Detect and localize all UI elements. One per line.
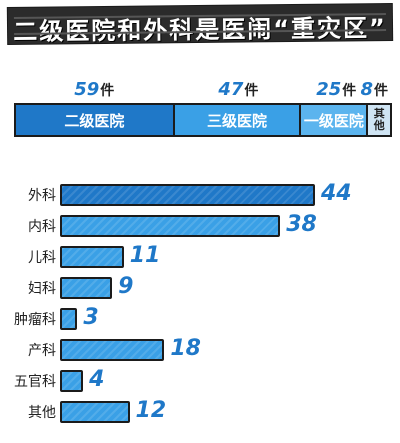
category-label: 儿科 — [28, 250, 56, 266]
stack-unit-label: 件 — [100, 83, 115, 99]
bar-value-label: 38 — [286, 212, 317, 237]
category-label: 妇科 — [28, 281, 56, 297]
stack-segment: 一级医院 — [301, 105, 369, 135]
bar-value-label: 44 — [321, 181, 352, 206]
stack-unit-label: 件 — [244, 83, 259, 99]
category-label: 产科 — [28, 343, 56, 359]
stack-segment-value: 8件 — [360, 79, 388, 100]
stack-segment: 其他 — [368, 105, 390, 135]
category-label: 内科 — [28, 219, 56, 235]
title-banner: 二级医院和外科是医闹“重灾区” — [7, 3, 393, 46]
stack-segment-number: 25 — [316, 79, 342, 100]
stack-segment-value: 25件 — [316, 79, 356, 100]
bar-value-label: 4 — [89, 367, 105, 392]
bar — [60, 339, 165, 361]
stack-segment-value: 59件 — [74, 79, 114, 100]
bar — [60, 370, 84, 392]
stack-segment-number: 59 — [74, 79, 100, 100]
bar-row: 儿科 11 — [0, 243, 400, 268]
stack-unit-label: 件 — [342, 83, 357, 99]
bar-row: 肿瘤科 3 — [0, 305, 400, 330]
bar-row: 内科 38 — [0, 212, 400, 237]
bar-row: 其他 12 — [0, 398, 400, 423]
stack-segment-label: 一级医院 — [303, 111, 364, 130]
bar-value-label: 12 — [135, 398, 167, 423]
bar — [60, 401, 130, 423]
stack-segment-number: 8 — [360, 79, 373, 100]
stack-segment-value: 47件 — [218, 79, 258, 100]
bar — [60, 277, 113, 299]
bar-row: 外科 44 — [0, 181, 400, 206]
chart-title: 二级医院和外科是医闹“重灾区” — [13, 14, 387, 46]
stack-unit-label: 件 — [374, 83, 388, 99]
category-label: 五官科 — [14, 374, 56, 390]
stack-segment-label: 二级医院 — [64, 111, 125, 130]
bar-row: 妇科 9 — [0, 274, 400, 299]
category-label: 肿瘤科 — [14, 312, 56, 328]
bar-value-label: 18 — [170, 336, 201, 361]
category-label: 其他 — [28, 405, 56, 421]
bar-row: 五官科 4 — [0, 367, 400, 392]
stack-segment: 二级医院 — [16, 105, 175, 135]
bar — [60, 215, 281, 237]
bar-row: 产科 18 — [0, 336, 400, 361]
category-bar-chart: 外科 44 内科 38 儿科 11 妇科 9 肿瘤科 3 产科 18 五官科 4 其他 12 — [0, 176, 400, 436]
bar-value-label: 3 — [83, 305, 99, 330]
bar — [60, 246, 124, 268]
bar — [60, 184, 315, 206]
stack-segment-label: 三级医院 — [206, 111, 267, 130]
stacked-bar: 二级医院 三级医院 一级医院 其他 — [14, 103, 392, 137]
stack-segment-number: 47 — [218, 79, 244, 100]
category-label: 外科 — [28, 188, 56, 204]
bar — [60, 308, 78, 330]
bar-value-label: 9 — [118, 274, 134, 299]
stack-segment-label: 其他 — [373, 107, 385, 132]
bar-value-label: 11 — [129, 243, 161, 268]
stack-segment: 三级医院 — [174, 105, 302, 135]
stack-value-labels: 59件 47件 25件 8件 — [0, 76, 400, 100]
